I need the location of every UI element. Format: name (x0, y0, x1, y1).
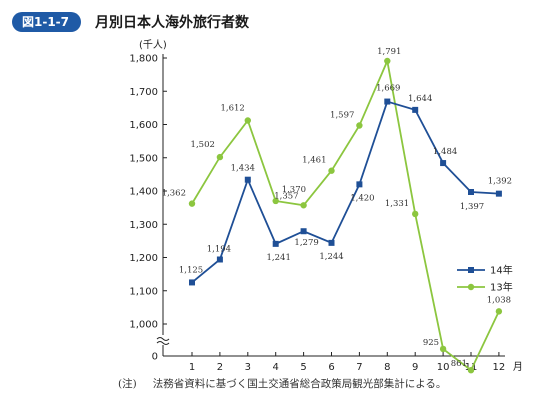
data-point-13 (216, 153, 224, 161)
data-point-14 (300, 228, 307, 235)
data-label-14: 1,434 (231, 164, 255, 174)
data-point-13 (467, 367, 475, 374)
data-label-14: 1,397 (460, 202, 484, 212)
legend-marker-14 (468, 267, 474, 273)
data-label-13: 1,362 (162, 189, 186, 199)
y-tick-label: 1,400 (129, 187, 158, 198)
y-tick-label: 1,800 (129, 54, 158, 65)
x-tick-label: 5 (300, 362, 306, 373)
figure-title: 月別日本人海外旅行者数 (95, 15, 250, 31)
legend-label-14: 14年 (490, 264, 513, 277)
x-tick-label: 10 (437, 362, 450, 373)
y-tick-label: 1,500 (129, 153, 158, 164)
data-point-13 (356, 122, 363, 129)
data-point-14 (412, 106, 419, 113)
data-point-14 (328, 239, 335, 246)
data-label-13: 925 (423, 338, 439, 348)
data-label-13: 1,597 (330, 110, 354, 120)
data-point-14 (216, 256, 223, 263)
data-point-13 (272, 197, 279, 205)
data-label-14: 1,244 (319, 252, 343, 262)
footnote-tag: (注) (118, 378, 137, 390)
data-label-13: 1,612 (220, 104, 244, 114)
footnote-text: 法務省資料に基づく国土交通省総合政策局観光部集計による。 (152, 378, 447, 390)
data-label-14: 1,241 (267, 253, 291, 263)
data-point-14 (384, 98, 391, 105)
data-label-13: 1,331 (385, 199, 409, 209)
data-point-13 (300, 202, 307, 209)
figure-number-badge: 図1-1-7 (12, 12, 82, 32)
data-point-14 (495, 190, 502, 197)
x-tick-label: 9 (412, 362, 418, 373)
data-label-13: 1,791 (377, 47, 401, 57)
footnote: (注) 法務省資料に基づく国土交通省総合政策局観光部集計による。 (118, 376, 446, 391)
x-tick-label: 12 (493, 362, 506, 373)
data-point-14 (468, 188, 474, 195)
axis-break-mark-upper (156, 337, 170, 341)
data-label-14: 1,644 (408, 94, 432, 104)
x-tick-label: 6 (328, 362, 334, 373)
y-axis-unit-label: (千人) (139, 39, 167, 51)
y-tick-label: 1,000 (129, 320, 158, 331)
data-label-13: 1,370 (282, 185, 306, 195)
data-label-13: 861 (451, 359, 467, 369)
data-point-14 (244, 176, 251, 183)
x-tick-label: 7 (356, 362, 362, 373)
data-point-14 (356, 181, 363, 188)
data-label-14: 1,392 (488, 177, 512, 187)
x-axis-unit-label: 月 (513, 361, 523, 373)
figure-header: 図1-1-7 月別日本人海外旅行者数 (12, 12, 249, 32)
y-tick-label: 1,100 (129, 286, 158, 297)
x-tick-label: 2 (217, 362, 223, 373)
data-point-13 (384, 57, 391, 65)
data-label-13: 1,038 (487, 295, 511, 305)
data-point-13 (412, 210, 419, 218)
data-point-13 (328, 167, 335, 174)
data-label-13: 1,357 (274, 191, 298, 201)
y-tick-label: 1,600 (129, 120, 158, 131)
data-label-13: 1,502 (191, 140, 215, 150)
data-point-14 (440, 160, 447, 167)
data-label-13: 1,461 (302, 156, 326, 166)
data-label-14: 1,125 (179, 265, 203, 275)
data-label-14: 1,194 (207, 244, 231, 254)
x-tick-label: 3 (245, 362, 251, 373)
data-label-14: 1,420 (350, 193, 374, 203)
y-tick-label: 1,300 (129, 220, 158, 231)
data-label-14: 1,484 (433, 147, 457, 157)
data-point-13 (439, 345, 447, 353)
data-label-14: 1,279 (294, 238, 318, 248)
legend-marker-13 (467, 283, 475, 291)
data-point-13 (188, 200, 196, 207)
x-tick-label: 8 (384, 362, 390, 373)
series-line-14 (191, 100, 499, 284)
y-tick-label: 1,200 (129, 253, 158, 264)
x-tick-label: 1 (189, 362, 195, 373)
x-tick-label: 4 (273, 362, 279, 373)
data-point-13 (244, 117, 251, 124)
y-tick-label: 0 (152, 352, 158, 363)
legend-label-13: 13年 (490, 281, 513, 294)
data-point-13 (495, 308, 503, 315)
data-point-14 (189, 279, 195, 286)
axis-break-mark-lower (156, 341, 170, 345)
series-line-13 (191, 57, 500, 372)
y-tick-label: 1,700 (129, 87, 158, 98)
data-label-14: 1,669 (376, 84, 400, 94)
data-point-14 (272, 240, 279, 247)
